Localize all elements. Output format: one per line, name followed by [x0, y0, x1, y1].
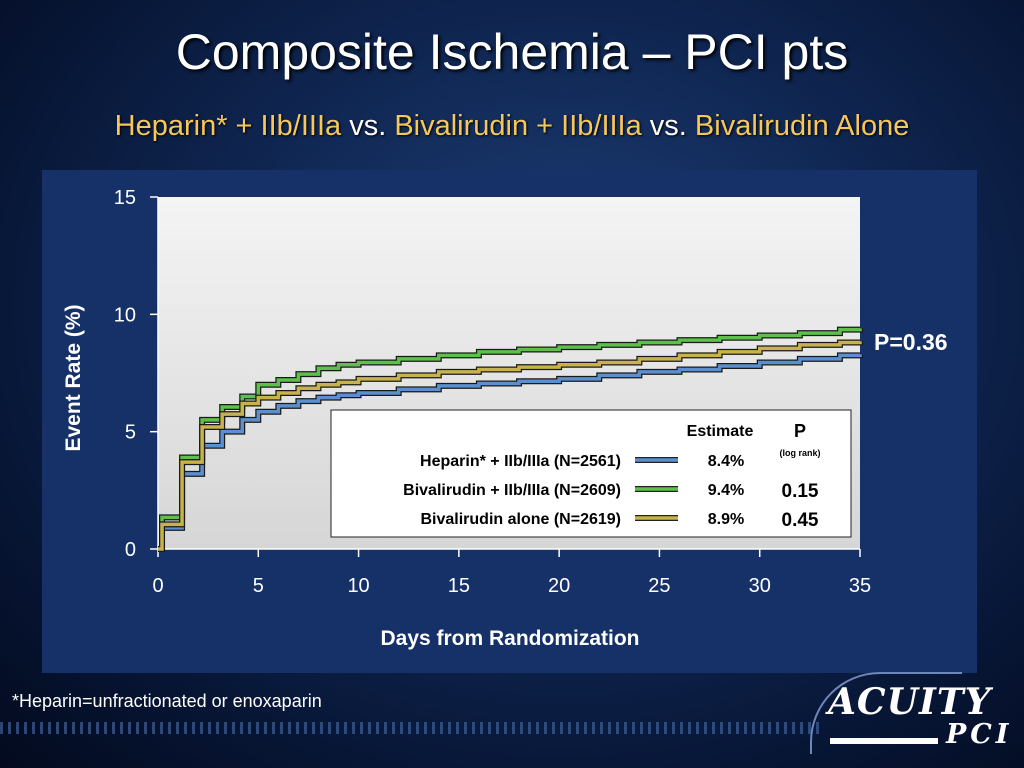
x-tick-label: 0 — [152, 575, 163, 597]
x-tick-label: 10 — [347, 575, 369, 597]
legend-row-estimate: 8.9% — [708, 511, 744, 528]
axes: 0 5 10 15 0 5 10 15 20 25 30 35 — [114, 187, 871, 597]
series-line — [158, 353, 862, 551]
p-value-annotation: P=0.36 — [874, 329, 948, 355]
x-tick-label: 20 — [548, 575, 570, 597]
legend-header-p: P — [794, 421, 806, 441]
legend-box: Estimate P (log rank) Heparin* + IIb/III… — [330, 409, 852, 538]
legend-row-label: Bivalirudin alone (N=2619) — [420, 511, 621, 528]
legend-row-label: Heparin* + IIb/IIIa (N=2561) — [420, 453, 621, 470]
acuity-pci-logo: ACUITY PCI — [810, 668, 1010, 758]
logo-pci-text: PCI — [946, 719, 1013, 750]
x-tick-label: 25 — [648, 575, 670, 597]
y-tick-label: 15 — [114, 187, 136, 209]
x-axis-label: Days from Randomization — [380, 627, 639, 650]
logo-acuity-text: ACUITY — [828, 681, 992, 723]
y-tick-label: 0 — [125, 539, 136, 561]
subtitle-heparin-arm: Heparin* + IIb/IIIa — [114, 110, 342, 142]
x-tick-label: 35 — [849, 575, 871, 597]
legend-frame — [330, 409, 852, 538]
logo-underline — [830, 738, 938, 744]
legend-row-label: Bivalirudin + IIb/IIIa (N=2609) — [403, 482, 621, 499]
x-tick-label: 15 — [448, 575, 470, 597]
slide-subtitle: Heparin* + IIb/IIIa vs. Bivalirudin + II… — [0, 108, 1024, 144]
legend-row-estimate: 8.4% — [708, 453, 744, 470]
subtitle-vs-2: vs. — [641, 110, 695, 142]
subtitle-vs-1: vs. — [341, 110, 395, 142]
y-tick-label: 10 — [114, 304, 136, 326]
legend-header-p-sub: (log rank) — [779, 448, 820, 458]
legend-row-p: 0.45 — [782, 510, 819, 531]
legend-row-p: 0.15 — [782, 481, 819, 502]
x-tick-label: 30 — [749, 575, 771, 597]
series-line — [158, 327, 862, 551]
series-line — [158, 340, 862, 551]
y-tick-label: 5 — [125, 422, 136, 444]
y-axis-label: Event Rate (%) — [62, 304, 85, 451]
x-tick-label: 5 — [253, 575, 264, 597]
subtitle-bivalirudin-alone-arm: Bivalirudin Alone — [694, 110, 910, 142]
decorative-tick-strip — [0, 722, 820, 734]
legend-header-estimate: Estimate — [687, 423, 754, 440]
legend-row-estimate: 9.4% — [708, 482, 744, 499]
slide-title: Composite Ischemia – PCI pts — [175, 24, 849, 80]
series-layer — [158, 326, 863, 552]
footnote: *Heparin=unfractionated or enoxaparin — [12, 691, 322, 711]
subtitle-bivalirudin-iib-arm: Bivalirudin + IIb/IIIa — [394, 110, 642, 142]
